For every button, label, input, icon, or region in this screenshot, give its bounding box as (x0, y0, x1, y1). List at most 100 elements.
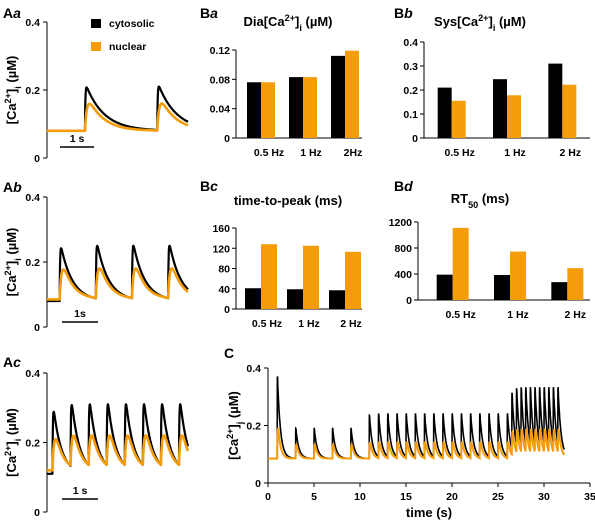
x-tick-label: 15 (400, 491, 412, 503)
y-tick-label: 0.4 (25, 17, 40, 29)
bar-cytosolic (287, 289, 303, 309)
panel-label-sub: c (13, 354, 21, 370)
bar-nuclear (452, 227, 469, 300)
y-tick-label: 40 (218, 284, 230, 296)
y-tick-label: 0.4 (246, 363, 261, 375)
panel-label-letter: B (200, 5, 210, 21)
bar-nuclear (507, 95, 521, 138)
x-tick-label: 30 (538, 491, 550, 503)
y-axis-label-part: ] (226, 424, 241, 428)
y-axis-label-part: (µM) (4, 408, 19, 439)
scale-bar-label: 1 s (70, 133, 85, 145)
bar-nuclear (567, 268, 584, 300)
legend: cytosolic nuclear (91, 18, 155, 53)
panel-label-letter: B (394, 178, 404, 194)
cytosolic-trace (268, 376, 565, 460)
chart-title-part: ] (488, 14, 492, 29)
chart-title-part: Sys[Ca (434, 14, 479, 29)
panel-label-sub: c (210, 178, 218, 194)
y-tick-label: 800 (394, 243, 412, 255)
y-axis-label-part: [Ca (4, 275, 19, 297)
y-axis-label-part: j (235, 422, 245, 426)
panel-label: Ba (200, 5, 218, 21)
bar-cytosolic (551, 282, 568, 300)
y-axis-label-part: 2+ (3, 446, 13, 456)
y-axis-label-part: (µM) (4, 56, 19, 87)
bar-cytosolic (289, 77, 303, 138)
chart-title: Dia[Ca2+]i (µM) (243, 13, 332, 33)
bar-cytosolic (436, 274, 453, 300)
chart-title: Sys[Ca2+]i (µM) (434, 13, 526, 33)
panel-label: Ac (3, 354, 21, 370)
bar-nuclear (345, 50, 359, 138)
panel-label: Ab (3, 179, 22, 195)
x-tick-label: 10 (354, 491, 366, 503)
panel-label-letter: B (200, 178, 210, 194)
legend-swatch-nuclear (91, 42, 101, 51)
y-tick-label: 0 (255, 478, 261, 490)
chart-title-part: 50 (468, 200, 478, 210)
y-axis-label-part: 2+ (3, 265, 13, 275)
panel-Bd: Bd RT50 (ms) 0 400 800 1200 0.5 Hz 1 Hz 2 Hz (389, 178, 590, 321)
chart-title-part: time-to-peak (ms) (234, 193, 342, 208)
bar-nuclear (261, 82, 275, 138)
y-tick-label: 80 (218, 264, 230, 276)
x-tick-label: 2 Hz (560, 147, 582, 159)
y-axis-label: [Ca2+]j (µM) (225, 391, 245, 460)
y-axis-label-part: (µM) (226, 391, 241, 422)
y-axis-label-part: 2+ (225, 429, 235, 439)
bar-nuclear (345, 251, 361, 309)
scale-bar-label: 1s (74, 308, 86, 320)
bar-nuclear (510, 251, 526, 300)
panel-Ab: Ab 0 0.2 0.4 [Ca2+]i (µM) 1s (3, 179, 190, 334)
y-axis-label-part: (µM) (4, 228, 19, 259)
y-axis-label-part: [Ca (4, 103, 19, 125)
panel-Bb: Bb Sys[Ca2+]i (µM) 0 0.1 0.2 0.3 0.4 0.5 Hz 1 Hz… (394, 5, 590, 159)
bar-cytosolic (494, 274, 510, 300)
y-axis-label-part: 2+ (3, 93, 13, 103)
legend-label-cytosolic: cytosolic (109, 18, 155, 30)
bar-nuclear (562, 84, 577, 138)
x-axis-label: time (s) (406, 505, 452, 520)
y-axis-label-part: i (13, 86, 23, 89)
y-tick-label: 0.4 (25, 368, 40, 380)
y-tick-label: 0 (34, 507, 40, 519)
bar-nuclear (261, 244, 277, 309)
y-axis-label: [Ca2+]i (µM) (3, 56, 23, 125)
bar-cytosolic (437, 87, 452, 138)
x-tick-label: 20 (446, 491, 458, 503)
panel-label: Aa (3, 5, 21, 21)
y-tick-label: 160 (212, 223, 230, 235)
x-tick-label: 0.5 Hz (252, 318, 282, 330)
legend-swatch-cytosolic (91, 19, 101, 28)
y-axis-label-part: i (13, 258, 23, 261)
x-tick-label: 0.5 Hz (445, 309, 475, 321)
bar-cytosolic (245, 288, 261, 309)
panel-label-sub: b (404, 5, 413, 21)
chart-title-part: 2+ (478, 13, 488, 23)
x-tick-label: 1 Hz (504, 147, 526, 159)
y-tick-label: 0.4 (25, 192, 40, 204)
x-tick-label: 2 Hz (565, 309, 587, 321)
bar-nuclear (451, 100, 466, 138)
panel-label: Bb (394, 5, 413, 21)
panel-label-sub: d (404, 178, 413, 194)
y-axis-label-part: i (13, 439, 23, 442)
legend-label-nuclear: nuclear (109, 41, 146, 53)
panel-label-letter: C (224, 345, 234, 361)
panel-label-letter: B (394, 5, 404, 21)
chart-title-part: (µM) (302, 14, 333, 29)
nuclear-trace (45, 102, 190, 133)
nuclear-trace (45, 267, 190, 301)
y-tick-label: 0 (412, 133, 418, 145)
y-axis-label-part: ] (4, 89, 19, 93)
bar-nuclear (303, 245, 319, 309)
y-tick-label: 120 (212, 243, 230, 255)
x-tick-label: 0.5 Hz (254, 147, 284, 159)
chart-title-part: ] (295, 14, 299, 29)
panel-Aa: Aa 0 0.2 0.4 [Ca2+]i (µM) 1 s (3, 5, 190, 165)
panel-Ac: Ac 0 0.2 0.4 [Ca2+]i (µM) 1 s (3, 354, 190, 519)
panel-C: C 0 0.2 0.4 0 5 10 15 20 25 30 35 [Ca2+]j (µM) time (… (224, 345, 595, 520)
x-tick-label: 2 Hz (340, 318, 362, 330)
